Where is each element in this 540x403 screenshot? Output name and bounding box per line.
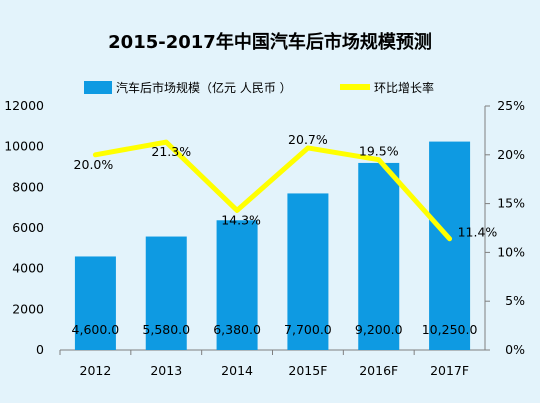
growth-value-label: 21.3%	[151, 144, 191, 159]
y-tick-left: 10000	[4, 139, 44, 154]
y-tick-right: 20%	[497, 147, 525, 162]
y-tick-left: 4000	[12, 261, 44, 276]
legend-label-line: 环比增长率	[374, 80, 434, 95]
growth-value-label: 11.4%	[458, 225, 498, 240]
y-tick-right: 5%	[505, 293, 525, 308]
axes: 0 2000 4000 6000 8000 10000 12000 0% 5% 10% 15% 20%…	[4, 98, 525, 378]
bar-value-label: 6,380.0	[213, 322, 261, 337]
legend-swatch-bar	[84, 81, 112, 94]
bars	[74, 141, 471, 350]
x-tick-label: 2012	[80, 363, 112, 378]
y-tick-left: 8000	[12, 179, 44, 194]
bar	[145, 236, 187, 350]
growth-value-label: 19.5%	[359, 144, 399, 159]
growth-line	[92, 139, 453, 242]
y-tick-right: 0%	[505, 342, 525, 357]
x-tick-label: 2016F	[359, 363, 398, 378]
legend-swatch-line	[340, 84, 370, 90]
growth-rate-line	[92, 139, 453, 242]
growth-value-label: 20.0%	[74, 157, 114, 172]
y-tick-left: 12000	[4, 98, 44, 113]
legend-label-bar: 汽车后市场规模（亿元 人民币 ）	[116, 80, 292, 95]
data-labels: 4,600.0 5,580.0 6,380.0 7,700.0 9,200.0 10,25…	[72, 132, 498, 337]
bar	[287, 193, 329, 350]
chart-title: 2015-2017年中国汽车后市场规模预测	[108, 31, 432, 53]
bar	[74, 256, 116, 350]
x-tick-label: 2017F	[430, 363, 469, 378]
bar-value-label: 9,200.0	[355, 322, 403, 337]
bar	[358, 162, 400, 350]
y-tick-right: 25%	[497, 98, 525, 113]
growth-value-label: 14.3%	[221, 212, 261, 227]
y-tick-left: 0	[36, 342, 44, 357]
bar-value-label: 7,700.0	[284, 322, 332, 337]
x-tick-label: 2013	[150, 363, 182, 378]
growth-value-label: 20.7%	[288, 132, 328, 147]
bar-value-label: 5,580.0	[142, 322, 190, 337]
y-tick-right: 10%	[497, 244, 525, 259]
x-tick-label: 2014	[221, 363, 253, 378]
bar-value-label: 10,250.0	[422, 322, 478, 337]
y-tick-right: 15%	[497, 196, 525, 211]
y-tick-left: 2000	[12, 301, 44, 316]
bar	[216, 220, 258, 350]
bar	[429, 141, 471, 350]
x-tick-label: 2015F	[288, 363, 327, 378]
y-tick-left: 6000	[12, 220, 44, 235]
bar-value-label: 4,600.0	[72, 322, 120, 337]
legend: 汽车后市场规模（亿元 人民币 ） 环比增长率	[84, 80, 434, 95]
